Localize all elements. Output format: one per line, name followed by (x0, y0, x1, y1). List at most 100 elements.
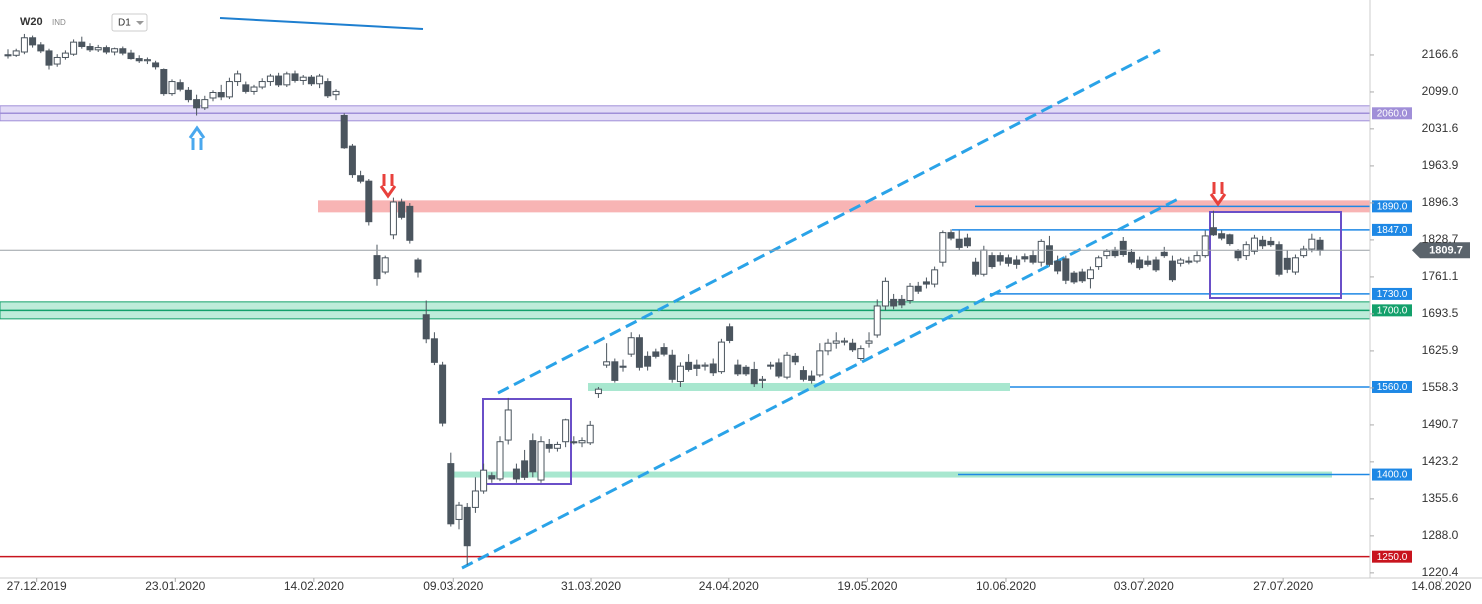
candle-body (119, 48, 127, 54)
y-tick-label: 1761.1 (1422, 269, 1459, 283)
candle-body (627, 337, 635, 355)
candle-body (898, 298, 906, 306)
candle-body (381, 257, 389, 273)
candle-body (1168, 260, 1176, 281)
candle-body (529, 440, 537, 473)
candle-body (808, 375, 816, 381)
candle-body (832, 340, 840, 344)
channel-line (497, 48, 1161, 395)
candle-body (160, 69, 168, 95)
candle-body (1291, 257, 1299, 273)
x-tick-label: 14.08.2020 (1411, 579, 1471, 593)
candle-body (734, 364, 742, 375)
candle-body (988, 255, 996, 268)
last-price-box (1412, 242, 1470, 259)
zone (588, 382, 1010, 391)
y-tick-label: 1558.3 (1422, 380, 1459, 394)
x-tick-label: 19.05.2020 (837, 579, 897, 593)
channel-line (461, 196, 1181, 570)
candle-body (840, 340, 848, 343)
candle-body (980, 249, 988, 275)
candle-body (217, 92, 225, 98)
candle-body (947, 232, 955, 239)
candle-body (447, 463, 455, 525)
candle-body (562, 419, 570, 443)
candle-body (750, 368, 758, 385)
candle-body (4, 54, 12, 57)
candle-body (676, 365, 684, 383)
y-tick-label: 1963.9 (1422, 158, 1459, 172)
candle-body (824, 342, 832, 352)
level-label: 1847.0 (1377, 225, 1408, 236)
candle-body (1218, 233, 1226, 239)
candle-body (545, 443, 553, 449)
candle-body (652, 351, 660, 357)
candle-body (389, 201, 397, 236)
candle-body (78, 41, 86, 48)
candle-body (127, 52, 135, 60)
candle-body (1013, 259, 1021, 265)
y-tick-label: 1490.7 (1422, 417, 1459, 431)
candle-body (1193, 255, 1201, 262)
zone (318, 200, 1370, 213)
candle-body (242, 84, 250, 92)
interval-select[interactable] (111, 13, 148, 32)
candle-body (767, 364, 775, 367)
y-tick-label: 2031.6 (1422, 121, 1459, 135)
candle-body (480, 469, 488, 492)
level-label-box (1372, 550, 1412, 563)
candle-body (635, 337, 643, 368)
candle-body (890, 298, 898, 307)
candle-body (324, 81, 332, 97)
candle-body (504, 409, 512, 441)
candle-body (742, 366, 750, 375)
candle-body (1226, 234, 1234, 245)
candle-body (1275, 244, 1283, 275)
candle-body (176, 82, 184, 90)
interval[interactable]: D1 (118, 18, 131, 29)
candle-body (1283, 257, 1291, 270)
y-tick-label: 1355.6 (1422, 491, 1459, 505)
candle-body (234, 73, 242, 83)
candle-body (1070, 272, 1078, 283)
candle-body (291, 73, 299, 81)
candle-body (963, 237, 971, 247)
candle-body (61, 52, 69, 58)
y-tick-label: 1423.2 (1422, 454, 1459, 468)
candle-body (414, 259, 422, 273)
y-tick-label: 2166.6 (1422, 47, 1459, 61)
candle-body (1177, 259, 1185, 264)
candle-body (619, 365, 627, 368)
level-label: 1730.0 (1377, 289, 1408, 300)
candle-body (1234, 250, 1242, 259)
candle-body (881, 280, 889, 307)
candle-body (709, 363, 717, 374)
zone (448, 471, 1332, 478)
candle-body (283, 73, 291, 86)
candle-body (398, 201, 406, 218)
candle-body (553, 443, 561, 449)
candle-body (578, 440, 586, 444)
exchange: IND (52, 18, 66, 27)
candle-body (996, 255, 1004, 262)
level-labels: 2060.0 1890.0 1847.0 1730.0 1700.0 1560.0 1400… (1372, 107, 1470, 563)
level-label-box (1372, 107, 1412, 120)
candle-body (849, 342, 857, 351)
candle-body (816, 350, 824, 376)
candle-body (275, 75, 283, 86)
last-price-label: 1809.7 (1429, 245, 1463, 257)
y-tick-label: 1896.3 (1422, 195, 1459, 209)
candle-body (53, 56, 61, 65)
candle-body (955, 238, 963, 248)
x-tick-label: 03.07.2020 (1114, 579, 1174, 593)
candle-body (972, 261, 980, 275)
candle-body (316, 75, 324, 85)
candle-body (1300, 248, 1308, 257)
candle-body (906, 285, 914, 301)
candle-body (45, 50, 53, 66)
y-tick-label: 1693.5 (1422, 306, 1459, 320)
candle-body (701, 364, 709, 367)
candle-body (594, 388, 602, 395)
candle-body (644, 355, 652, 367)
candle-body (931, 269, 939, 285)
